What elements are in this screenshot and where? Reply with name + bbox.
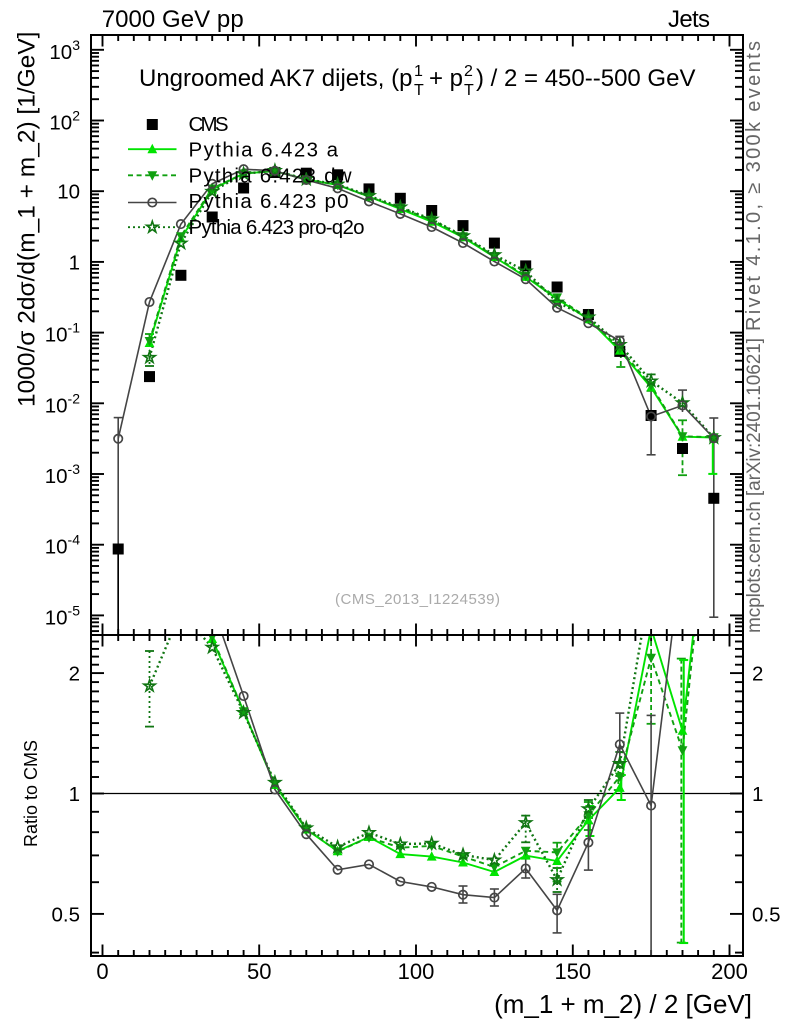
svg-text:Ratio to CMS: Ratio to CMS bbox=[21, 740, 41, 847]
svg-text:(CMS_2013_I1224539): (CMS_2013_I1224539) bbox=[335, 591, 500, 608]
svg-text:0: 0 bbox=[96, 959, 108, 984]
svg-text:(m_1 + m_2) / 2 [GeV]: (m_1 + m_2) / 2 [GeV] bbox=[494, 989, 752, 1019]
svg-text:T: T bbox=[414, 82, 424, 99]
svg-text:Rivet 4.1.0, ≥ 300k events: Rivet 4.1.0, ≥ 300k events bbox=[743, 41, 765, 331]
svg-text:0.5: 0.5 bbox=[52, 903, 81, 926]
svg-text:50: 50 bbox=[247, 959, 271, 984]
svg-text:+ p: + p bbox=[429, 65, 463, 92]
svg-text:Ungroomed AK7 dijets, (p: Ungroomed AK7 dijets, (p bbox=[139, 65, 412, 92]
svg-text:Pythia 6.423 dw: Pythia 6.423 dw bbox=[189, 164, 352, 187]
svg-text:T: T bbox=[464, 82, 474, 99]
svg-text:7000 GeV pp: 7000 GeV pp bbox=[102, 6, 244, 33]
svg-text:200: 200 bbox=[711, 959, 748, 984]
svg-text:Pythia 6.423 a: Pythia 6.423 a bbox=[189, 139, 339, 162]
svg-text:10: 10 bbox=[57, 181, 80, 204]
svg-text:1: 1 bbox=[414, 63, 423, 80]
svg-text:100: 100 bbox=[398, 959, 435, 984]
svg-text:1: 1 bbox=[69, 783, 80, 806]
svg-text:1000/σ 2dσ/d(m_1 + m_2) [1/GeV: 1000/σ 2dσ/d(m_1 + m_2) [1/GeV] bbox=[14, 32, 41, 407]
svg-text:Jets: Jets bbox=[668, 6, 710, 33]
svg-text:Pythia 6.423 p0: Pythia 6.423 p0 bbox=[189, 190, 349, 213]
svg-text:mcplots.cern.ch [arXiv:2401.10: mcplots.cern.ch [arXiv:2401.10621] bbox=[744, 338, 765, 633]
svg-text:1: 1 bbox=[69, 251, 80, 274]
svg-text:2: 2 bbox=[464, 63, 473, 80]
svg-text:) / 2 = 450--500 GeV: ) / 2 = 450--500 GeV bbox=[476, 65, 695, 92]
svg-text:Pythia 6.423 pro-q2o: Pythia 6.423 pro-q2o bbox=[189, 216, 365, 239]
svg-text:CMS: CMS bbox=[189, 113, 229, 136]
svg-text:2: 2 bbox=[752, 663, 763, 686]
svg-text:0.5: 0.5 bbox=[752, 903, 781, 926]
svg-text:2: 2 bbox=[69, 663, 80, 686]
svg-text:1: 1 bbox=[752, 783, 763, 806]
svg-text:150: 150 bbox=[554, 959, 591, 984]
